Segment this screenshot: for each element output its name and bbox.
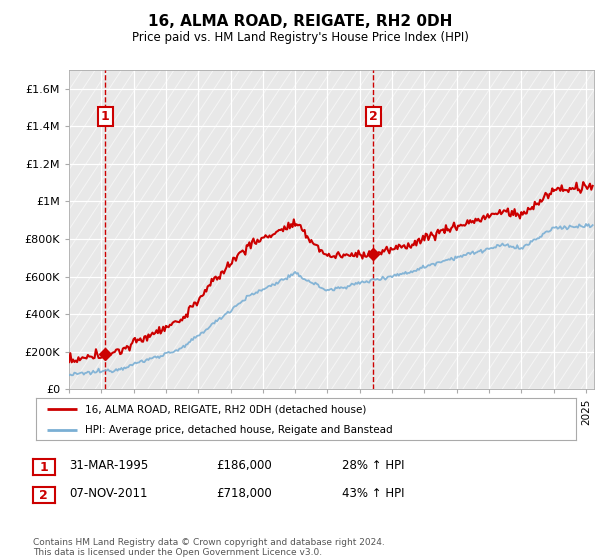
Text: 07-NOV-2011: 07-NOV-2011 [69, 487, 148, 501]
Text: 43% ↑ HPI: 43% ↑ HPI [342, 487, 404, 501]
Text: 2: 2 [369, 110, 378, 123]
Text: £186,000: £186,000 [216, 459, 272, 473]
Text: 31-MAR-1995: 31-MAR-1995 [69, 459, 148, 473]
Text: Contains HM Land Registry data © Crown copyright and database right 2024.
This d: Contains HM Land Registry data © Crown c… [33, 538, 385, 557]
Text: 2: 2 [40, 488, 48, 502]
Text: 28% ↑ HPI: 28% ↑ HPI [342, 459, 404, 473]
Text: 1: 1 [40, 460, 48, 474]
Text: £718,000: £718,000 [216, 487, 272, 501]
Text: 1: 1 [101, 110, 110, 123]
Text: HPI: Average price, detached house, Reigate and Banstead: HPI: Average price, detached house, Reig… [85, 426, 392, 435]
Text: 16, ALMA ROAD, REIGATE, RH2 0DH: 16, ALMA ROAD, REIGATE, RH2 0DH [148, 14, 452, 29]
Text: Price paid vs. HM Land Registry's House Price Index (HPI): Price paid vs. HM Land Registry's House … [131, 31, 469, 44]
Text: 16, ALMA ROAD, REIGATE, RH2 0DH (detached house): 16, ALMA ROAD, REIGATE, RH2 0DH (detache… [85, 404, 366, 414]
